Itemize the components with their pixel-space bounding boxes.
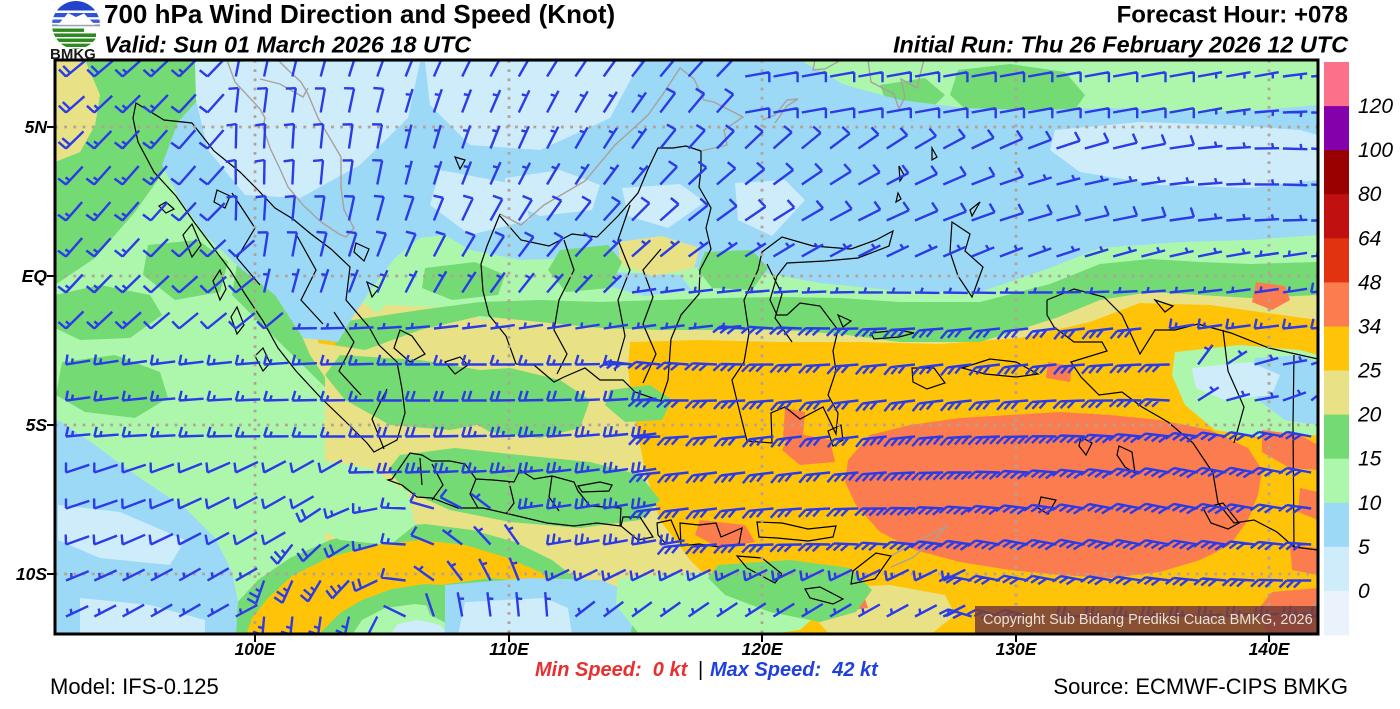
- svg-text:100E: 100E: [235, 639, 277, 659]
- svg-text:BMKG: BMKG: [50, 46, 96, 63]
- svg-text:Source: ECMWF-CIPS BMKG: Source: ECMWF-CIPS BMKG: [1053, 674, 1348, 699]
- svg-text:Forecast Hour: +078: Forecast Hour: +078: [1117, 2, 1348, 29]
- svg-text:Model: IFS-0.125: Model: IFS-0.125: [50, 674, 219, 699]
- svg-text:80: 80: [1358, 183, 1382, 206]
- svg-text:25: 25: [1357, 360, 1382, 383]
- svg-text:5S: 5S: [26, 415, 48, 435]
- svg-text:EQ: EQ: [22, 266, 48, 286]
- svg-text:5: 5: [1358, 536, 1370, 559]
- svg-text:Max Speed: 42 kt: Max Speed: 42 kt: [710, 659, 879, 681]
- svg-text:120: 120: [1358, 95, 1393, 118]
- svg-text:15: 15: [1358, 448, 1382, 471]
- svg-text:|: |: [698, 659, 703, 681]
- svg-text:Copyright Sub Bidang Prediksi: Copyright Sub Bidang Prediksi Cuaca BMKG…: [983, 612, 1313, 628]
- svg-text:130E: 130E: [996, 639, 1038, 659]
- svg-text:48: 48: [1358, 271, 1382, 294]
- svg-text:100: 100: [1358, 139, 1393, 162]
- svg-text:120E: 120E: [742, 639, 784, 659]
- svg-text:700 hPa Wind Direction and Spe: 700 hPa Wind Direction and Speed (Knot): [104, 0, 615, 29]
- svg-text:0: 0: [1358, 580, 1370, 603]
- svg-text:64: 64: [1358, 227, 1381, 250]
- svg-text:110E: 110E: [489, 639, 530, 659]
- svg-text:10S: 10S: [16, 564, 47, 584]
- svg-text:140E: 140E: [1249, 639, 1291, 659]
- svg-text:5N: 5N: [25, 117, 48, 137]
- svg-text:20: 20: [1357, 404, 1382, 427]
- svg-text:34: 34: [1358, 316, 1381, 339]
- svg-text:Valid: Sun 01 March 2026 18 UT: Valid: Sun 01 March 2026 18 UTC: [104, 32, 472, 58]
- svg-text:Initial Run: Thu 26 February 2: Initial Run: Thu 26 February 2026 12 UTC: [893, 32, 1349, 58]
- svg-text:Min Speed: 0 kt: Min Speed: 0 kt: [535, 659, 689, 681]
- svg-text:10: 10: [1358, 492, 1382, 515]
